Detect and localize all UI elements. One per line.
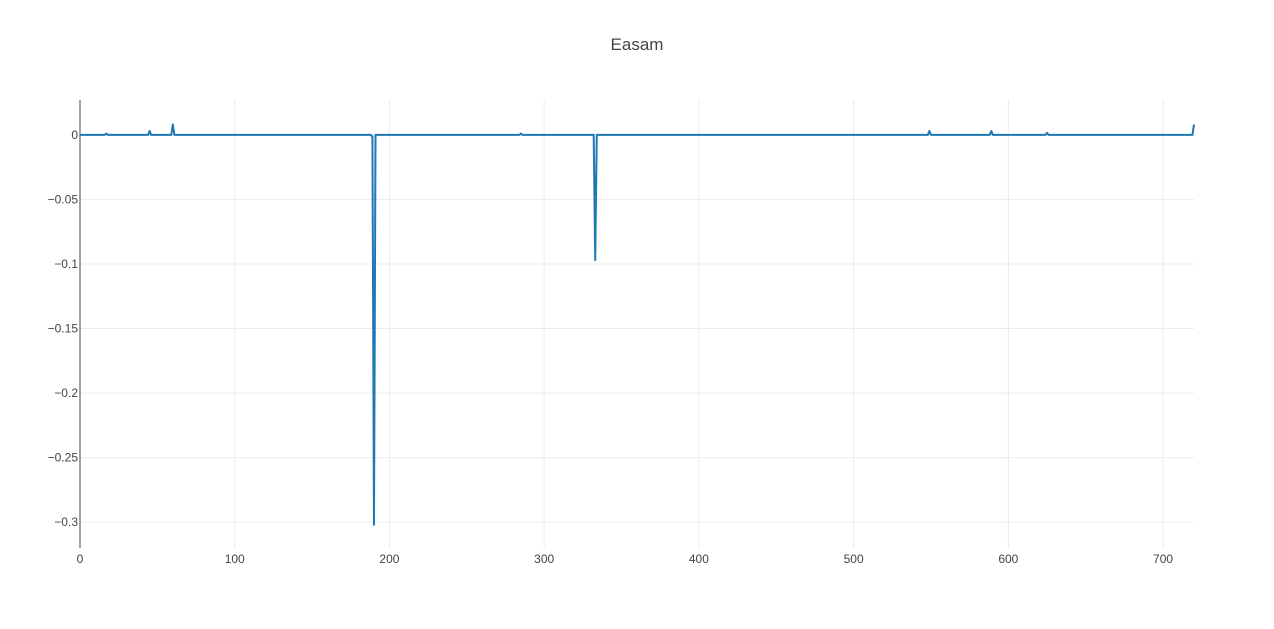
grid — [80, 100, 1194, 548]
y-tick-label: 0 — [71, 128, 78, 142]
y-tick-label: −0.15 — [48, 322, 79, 336]
x-tick-label: 0 — [77, 552, 84, 566]
x-tick-label: 300 — [534, 552, 554, 566]
x-tick-label: 100 — [225, 552, 245, 566]
y-tick-label: −0.1 — [54, 257, 78, 271]
x-tick-label: 400 — [689, 552, 709, 566]
x-tick-label: 200 — [379, 552, 399, 566]
y-tick-label: −0.25 — [48, 451, 79, 465]
series-line — [80, 123, 1195, 526]
y-tick-label: −0.2 — [54, 386, 78, 400]
chart-title: Easam — [611, 35, 664, 54]
x-tick-label: 500 — [844, 552, 864, 566]
series-layer — [80, 123, 1195, 526]
x-tick-label: 600 — [998, 552, 1018, 566]
x-tick-label: 700 — [1153, 552, 1173, 566]
y-tick-label: −0.05 — [48, 192, 79, 206]
y-tick-label: −0.3 — [54, 515, 78, 529]
tick-labels: 0 100 200 300 400 500 600 700 0 −0.05 −0.1 −0.15 −0.… — [48, 128, 1174, 566]
